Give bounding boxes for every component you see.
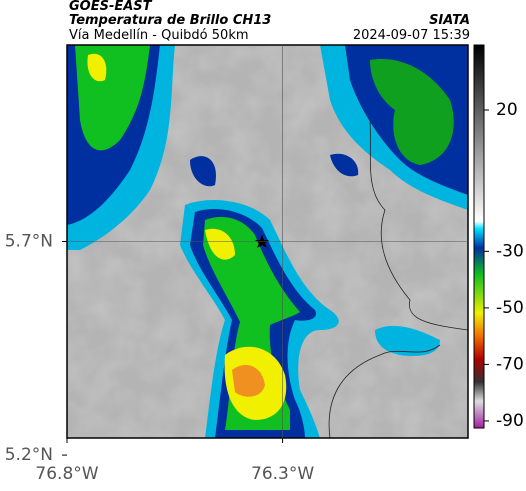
colorbar-label: 20: [496, 100, 518, 120]
colorbar-label: -30: [496, 241, 524, 261]
source: SIATA: [429, 13, 470, 28]
colorbar-label: -90: [496, 411, 524, 431]
colorbar: [473, 44, 485, 429]
subtitle: Temperatura de Brillo CH13: [69, 13, 271, 28]
y-tick-label: 5.7°N: [5, 232, 53, 252]
colorbar-label: -70: [496, 354, 524, 374]
region: Vía Medellín - Quibdó 50km: [69, 28, 249, 43]
y-tick-label: 5.2°N: [5, 445, 53, 465]
x-tick-label: 76.8°W: [35, 464, 98, 484]
x-tick-label: 76.3°W: [251, 464, 314, 484]
title: GOES-EAST: [69, 0, 153, 14]
timestamp: 2024-09-07 15:39: [353, 28, 470, 43]
colorbar-label: -50: [496, 298, 524, 318]
